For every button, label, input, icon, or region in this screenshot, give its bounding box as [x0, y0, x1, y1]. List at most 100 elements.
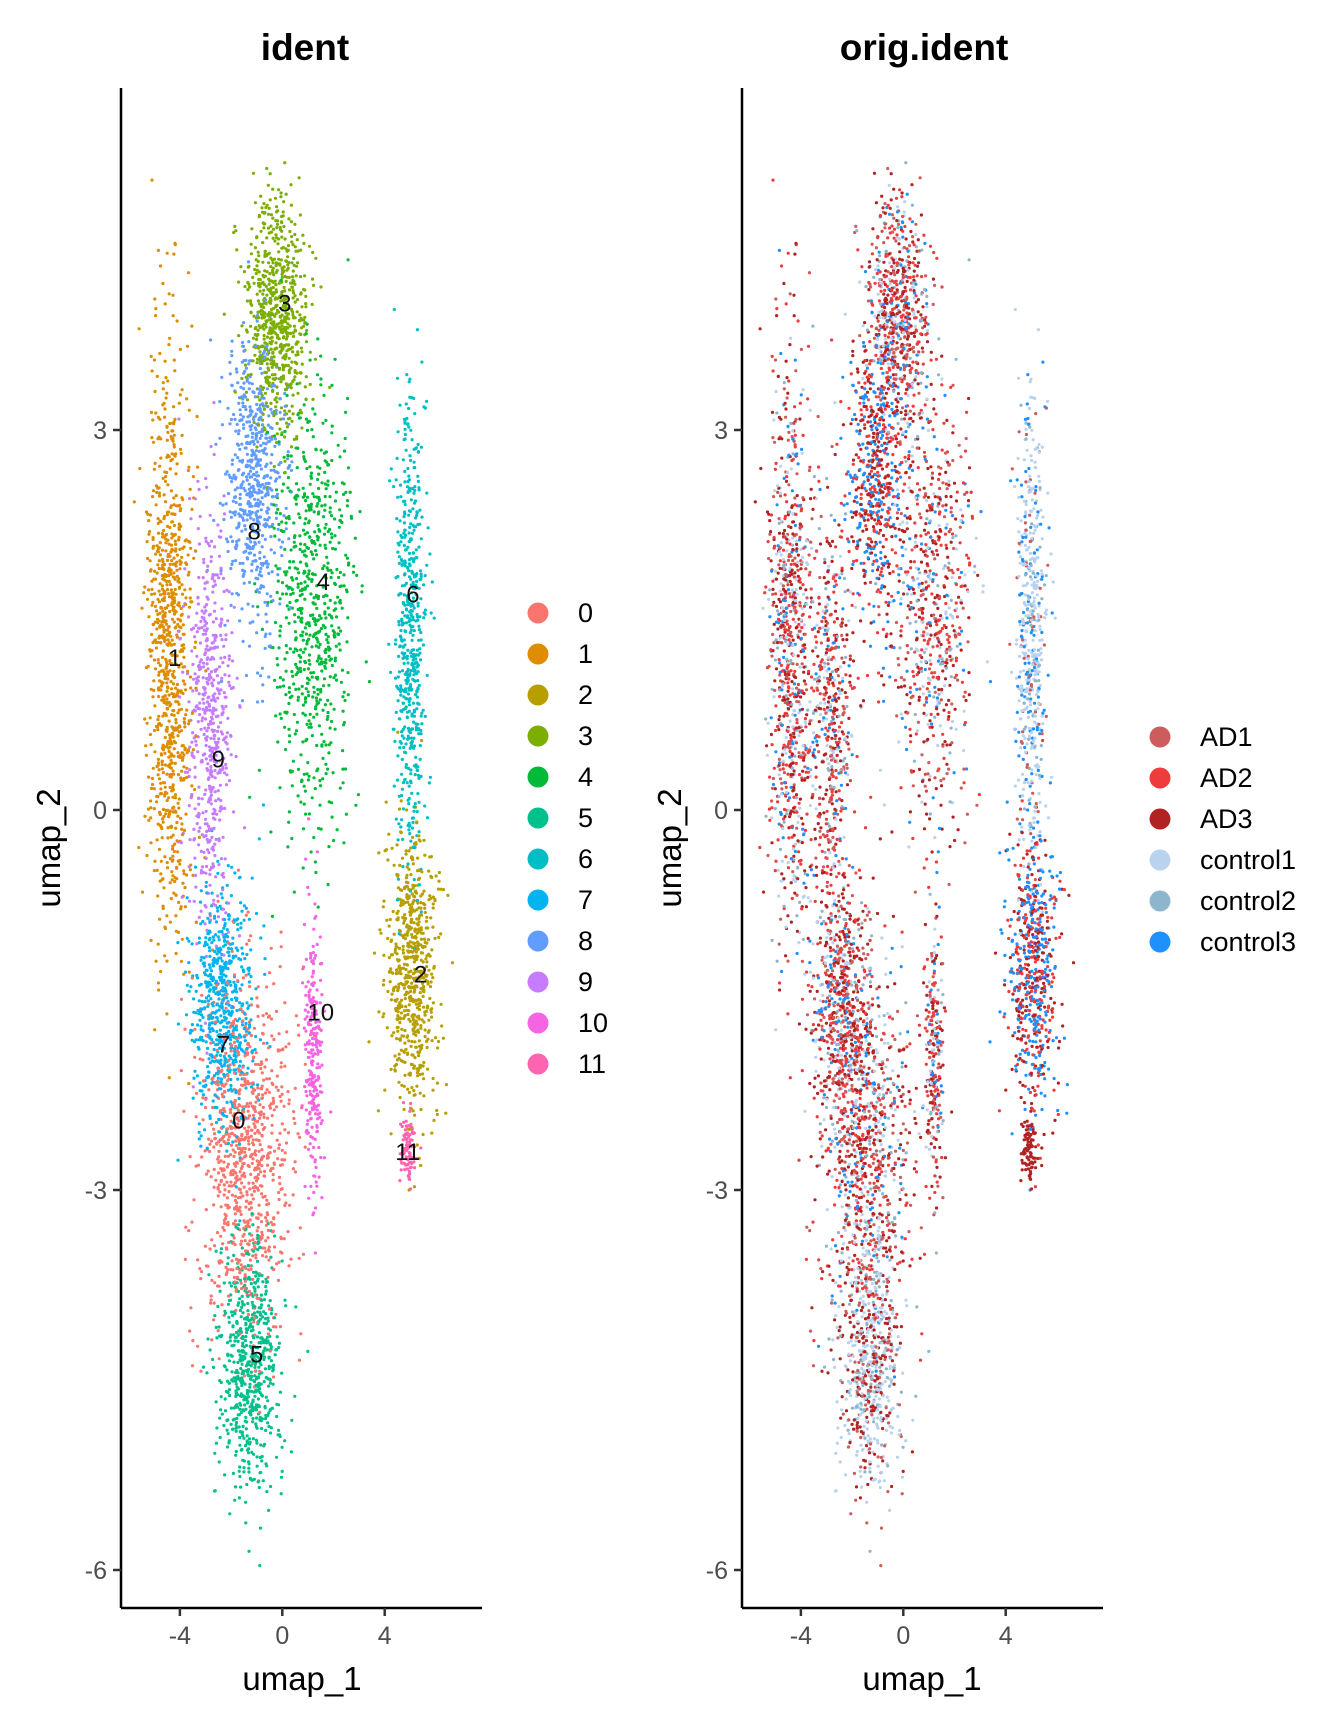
- cell-point-cluster-5: [241, 1408, 245, 1412]
- cell-point-cluster-9: [209, 802, 213, 806]
- cell-point-cluster-10: [303, 1184, 307, 1189]
- cell-point-cluster-0: [212, 1244, 217, 1248]
- cell-point-cluster-7: [220, 1064, 224, 1068]
- cell-point-cluster-8: [264, 632, 268, 636]
- cell-point-cluster-0: [260, 1087, 264, 1091]
- cell-point-cluster-2: [387, 924, 391, 928]
- cell-point-cluster-3: [301, 233, 305, 237]
- cell-point-cluster-4: [312, 690, 316, 694]
- cell-point-cluster-10: [313, 956, 317, 960]
- cell-point-cluster-2: [432, 966, 436, 970]
- cell-point-cluster-3: [284, 192, 288, 196]
- cell-point-cluster-0: [196, 1163, 201, 1167]
- cell-point-cluster-8: [233, 417, 237, 421]
- cell-point-cluster-4: [317, 724, 321, 728]
- cell-point-cluster-8: [283, 391, 287, 396]
- cell-point-cluster-1: [156, 531, 161, 535]
- cell-point-cluster-4: [328, 675, 332, 679]
- cell-point-cluster-8: [247, 381, 251, 385]
- cell-point-cluster-8: [278, 410, 282, 414]
- cell-point-cluster-1: [168, 582, 173, 587]
- cell-point-cluster-6: [406, 862, 410, 866]
- cell-point-cluster-2: [429, 855, 433, 859]
- cell-point-cluster-5: [246, 1373, 250, 1377]
- cell-point-cluster-4: [305, 642, 309, 646]
- cell-point-cluster-7: [238, 1219, 242, 1223]
- cell-point-cluster-7: [201, 1093, 205, 1097]
- cell-point-cluster-4: [307, 774, 311, 778]
- cell-point-cluster-0: [283, 1151, 287, 1155]
- cell-point-cluster-9: [217, 681, 221, 685]
- cell-point-cluster-6: [422, 405, 426, 409]
- cell-point-cluster-4: [297, 687, 301, 691]
- cell-point-cluster-2: [410, 1039, 414, 1044]
- cell-point-cluster-5: [205, 1371, 209, 1375]
- cell-point-cluster-8: [230, 354, 234, 358]
- cell-point-cluster-3: [257, 213, 261, 218]
- cell-point-cluster-5: [230, 1370, 234, 1374]
- cell-point-cluster-3: [295, 298, 299, 302]
- cell-point-cluster-6: [407, 509, 411, 513]
- cell-point-cluster-7: [211, 1015, 215, 1020]
- cell-point-cluster-8: [287, 537, 291, 541]
- cell-point-cluster-3: [314, 256, 318, 260]
- cell-point-cluster-3: [284, 421, 289, 425]
- cell-point-cluster-4: [316, 465, 320, 469]
- cell-point-cluster-1: [181, 643, 186, 647]
- cell-point-cluster-8: [270, 411, 274, 415]
- cell-point-cluster-0: [229, 1111, 233, 1115]
- cell-point-cluster-3: [262, 288, 266, 292]
- cell-point-cluster-5: [268, 1328, 272, 1332]
- cell-point-cluster-7: [208, 936, 212, 941]
- cell-point-cluster-1: [179, 816, 183, 820]
- cell-point-cluster-1: [182, 765, 186, 769]
- cell-point-cluster-8: [222, 517, 226, 522]
- cell-point-cluster-0: [246, 1313, 251, 1317]
- cell-point-cluster-0: [237, 1053, 241, 1057]
- cell-point-cluster-9: [219, 633, 223, 638]
- cell-point-cluster-8: [267, 414, 271, 418]
- cell-point-cluster-1: [149, 654, 153, 658]
- cell-point-cluster-9: [213, 790, 217, 794]
- cell-point-cluster-7: [206, 1065, 210, 1069]
- cell-point-cluster-0: [239, 1263, 243, 1267]
- cell-point-cluster-7: [210, 1021, 214, 1025]
- cell-point-cluster-0: [230, 1193, 234, 1197]
- cell-point-cluster-10: [315, 1092, 319, 1096]
- cell-point-cluster-4: [324, 743, 328, 747]
- cell-point-cluster-4: [341, 709, 345, 713]
- cell-point-cluster-1: [157, 768, 161, 772]
- cell-point-cluster-0: [247, 1181, 251, 1185]
- cell-point-cluster-1: [177, 900, 181, 905]
- cell-point-cluster-5: [258, 1564, 262, 1568]
- cell-point-cluster-9: [199, 909, 203, 913]
- cell-point-cluster-4: [339, 680, 343, 684]
- cell-point-cluster-0: [212, 1132, 217, 1136]
- cell-point-cluster-0: [245, 1193, 249, 1197]
- cell-point-cluster-9: [209, 793, 213, 797]
- cell-point-cluster-5: [237, 1496, 241, 1500]
- cell-point-cluster-8: [242, 581, 246, 585]
- cell-point-cluster-8: [245, 452, 249, 456]
- cell-point-cluster-0: [271, 1166, 275, 1170]
- cell-point-cluster-8: [239, 413, 243, 417]
- cell-point-cluster-0: [243, 1150, 247, 1154]
- cell-point-cluster-3: [266, 212, 271, 216]
- cell-point-cluster-4: [312, 596, 316, 600]
- cell-point-cluster-4: [278, 511, 282, 516]
- cell-point-cluster-2: [417, 1002, 421, 1006]
- cell-point-cluster-7: [225, 1114, 229, 1119]
- cell-point-cluster-9: [198, 514, 202, 519]
- cell-point-cluster-9: [205, 700, 209, 704]
- cell-point-cluster-5: [243, 1403, 247, 1407]
- cell-point-cluster-7: [190, 942, 194, 946]
- cell-point-cluster-4: [319, 448, 323, 452]
- cell-point-cluster-9: [220, 873, 224, 877]
- cell-point-cluster-5: [231, 1427, 235, 1431]
- cell-point-cluster-4: [324, 762, 328, 766]
- cell-point-cluster-1: [154, 307, 158, 311]
- cell-point-cluster-3: [286, 255, 290, 259]
- cell-point-cluster-9: [191, 731, 195, 735]
- cell-point-cluster-4: [322, 532, 327, 536]
- cell-point-cluster-5: [263, 1346, 267, 1350]
